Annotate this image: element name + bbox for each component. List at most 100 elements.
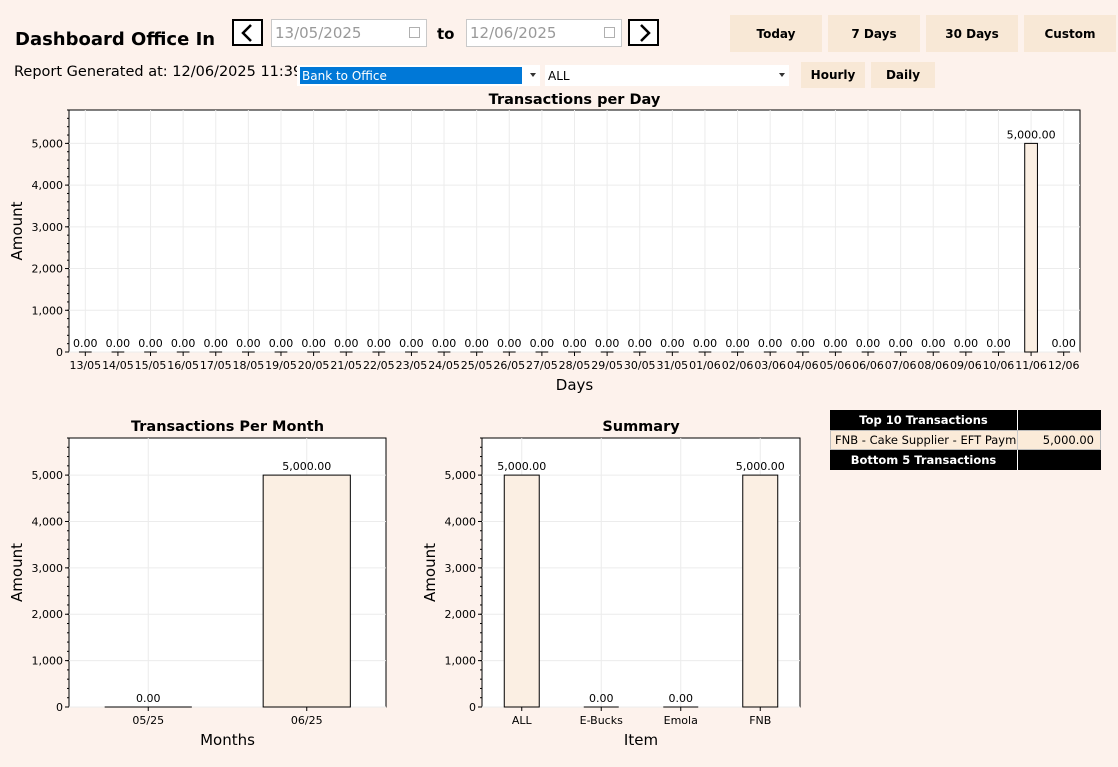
data-label: 0.00: [669, 692, 694, 705]
transactions-table: Top 10 Transactions FNB - Cake Supplier …: [830, 410, 1101, 470]
data-label: 0.00: [204, 337, 229, 350]
bar: [742, 474, 779, 708]
data-label: 0.00: [399, 337, 424, 350]
today-button[interactable]: Today: [730, 15, 822, 52]
x-tick-label: 23/05: [396, 359, 428, 372]
x-axis-label: Item: [624, 731, 658, 749]
data-label: 0.00: [269, 337, 294, 350]
y-tick-label: 2,000: [32, 263, 64, 276]
data-label: 0.00: [334, 337, 359, 350]
x-tick-label: 24/05: [428, 359, 460, 372]
data-label: 0.00: [725, 337, 750, 350]
prev-date-button[interactable]: [232, 19, 263, 46]
data-label: 0.00: [627, 337, 652, 350]
from-date-value: 13/05/2025: [275, 24, 362, 42]
top-transactions-title: Top 10 Transactions: [830, 410, 1018, 430]
from-date-picker[interactable]: 13/05/2025: [271, 19, 427, 47]
y-axis-label: Amount: [421, 543, 439, 602]
data-label: 0.00: [530, 337, 555, 350]
data-label: 0.00: [856, 337, 881, 350]
data-label: 0.00: [301, 337, 326, 350]
next-date-button[interactable]: [628, 19, 659, 46]
data-label: 0.00: [73, 337, 98, 350]
data-label: 0.00: [562, 337, 587, 350]
to-date-value: 12/06/2025: [470, 24, 557, 42]
x-tick-label: 08/06: [917, 359, 949, 372]
data-label: 0.00: [497, 337, 522, 350]
data-label: 0.00: [660, 337, 685, 350]
data-label: 0.00: [367, 337, 392, 350]
y-tick-label: 1,000: [445, 655, 477, 668]
data-label: 0.00: [106, 337, 131, 350]
x-tick-label: 15/05: [135, 359, 167, 372]
data-label: 0.00: [823, 337, 848, 350]
chart-title: Transactions per Day: [489, 92, 661, 108]
x-tick-label: 06/06: [852, 359, 884, 372]
data-label: 0.00: [432, 337, 457, 350]
data-label: 0.00: [236, 337, 261, 350]
type-select[interactable]: Bank to Office: [297, 65, 540, 86]
x-axis-label: Months: [200, 731, 255, 749]
chevron-left-icon: [240, 23, 252, 42]
daily-button[interactable]: Daily: [871, 62, 935, 88]
x-tick-label: 18/05: [233, 359, 265, 372]
y-tick-label: 0: [56, 346, 63, 359]
hourly-button[interactable]: Hourly: [801, 62, 865, 88]
y-tick-label: 5,000: [32, 137, 64, 150]
data-label: 0.00: [595, 337, 620, 350]
calendar-icon: [409, 27, 420, 38]
x-tick-label: 04/06: [787, 359, 819, 372]
page-title: Dashboard Office In: [15, 29, 216, 50]
y-tick-label: 4,000: [445, 515, 477, 528]
x-tick-label: 20/05: [298, 359, 330, 372]
x-tick-label: 31/05: [656, 359, 688, 372]
x-tick-label: 06/25: [291, 714, 323, 727]
bar: [262, 474, 351, 708]
x-tick-label: 28/05: [559, 359, 591, 372]
data-label: 0.00: [954, 337, 979, 350]
y-tick-label: 3,000: [32, 562, 64, 575]
chevron-down-icon: [530, 73, 536, 77]
summary-chart: 0 1,000 2,000 3,000 4,000 5,000 ALL E-Bucks Emol…: [421, 419, 801, 749]
data-label: 0.00: [693, 337, 718, 350]
x-tick-label: Emola: [664, 714, 698, 727]
data-label: 0.00: [888, 337, 913, 350]
x-tick-label: 10/06: [983, 359, 1015, 372]
x-tick-label: 22/05: [363, 359, 395, 372]
data-label: 5,000.00: [1007, 128, 1056, 141]
7-days-button[interactable]: 7 Days: [828, 15, 920, 52]
30-days-button[interactable]: 30 Days: [926, 15, 1018, 52]
table-row[interactable]: FNB - Cake Supplier - EFT Paym... 5,000.…: [830, 430, 1101, 450]
x-tick-label: 07/06: [885, 359, 917, 372]
data-label: 0.00: [464, 337, 489, 350]
x-tick-label: 01/06: [689, 359, 721, 372]
y-tick-label: 2,000: [445, 608, 477, 621]
to-date-picker[interactable]: 12/06/2025: [466, 19, 622, 47]
y-tick-label: 0: [56, 701, 63, 714]
bottom-transactions-title: Bottom 5 Transactions: [830, 450, 1018, 470]
filter-select[interactable]: ALL: [545, 65, 789, 86]
bar: [503, 474, 540, 708]
y-tick-label: 5,000: [32, 469, 64, 482]
x-tick-label: 05/06: [820, 359, 852, 372]
y-tick-label: 5,000: [445, 469, 477, 482]
type-select-value: Bank to Office: [300, 67, 522, 84]
x-tick-label: 29/05: [591, 359, 623, 372]
x-tick-label: 13/05: [69, 359, 101, 372]
y-tick-label: 1,000: [32, 655, 64, 668]
top-transactions-header: Top 10 Transactions: [830, 410, 1101, 430]
chevron-down-icon: [779, 73, 785, 77]
data-label: 0.00: [791, 337, 816, 350]
x-tick-label: 25/05: [461, 359, 493, 372]
y-tick-label: 3,000: [32, 221, 64, 234]
x-tick-label: 21/05: [330, 359, 362, 372]
x-tick-label: 05/25: [132, 714, 164, 727]
transaction-description: FNB - Cake Supplier - EFT Paym...: [831, 431, 1018, 449]
custom-button[interactable]: Custom: [1024, 15, 1116, 52]
data-label: 0.00: [986, 337, 1011, 350]
transactions-per-day-chart: 0 1,000 2,000 3,000 4,000 5,000 13/05 14/05 15/0…: [8, 92, 1081, 394]
y-tick-label: 4,000: [32, 515, 64, 528]
transaction-amount: 5,000.00: [1042, 433, 1094, 447]
data-label: 0.00: [921, 337, 946, 350]
x-tick-label: 11/06: [1015, 359, 1047, 372]
